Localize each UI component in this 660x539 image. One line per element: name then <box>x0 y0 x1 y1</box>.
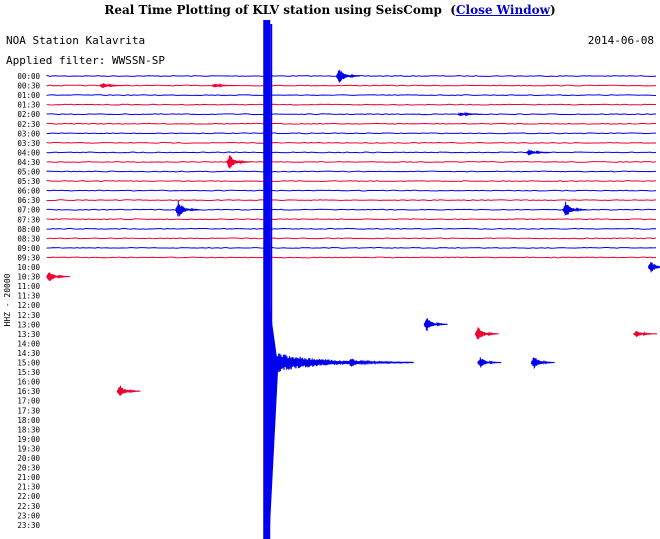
trace-line <box>46 237 657 240</box>
time-tick-label: 18:30 <box>17 425 40 434</box>
time-tick-label: 11:00 <box>17 282 40 291</box>
time-tick-label: 20:00 <box>17 454 40 463</box>
trace-line <box>46 132 657 135</box>
event-waveform <box>226 155 251 169</box>
time-tick-label: 22:30 <box>17 502 40 511</box>
event-waveform <box>647 262 660 273</box>
time-tick-label: 07:00 <box>17 206 40 215</box>
time-tick-label: 02:30 <box>17 120 40 129</box>
trace-line <box>46 151 657 154</box>
trace-line <box>46 227 657 230</box>
time-tick-label: 00:30 <box>17 82 40 91</box>
main-event-coda <box>269 352 414 375</box>
event-waveform <box>474 327 499 340</box>
trace-line <box>46 208 657 211</box>
open-paren: ( <box>450 3 456 17</box>
event-waveform <box>633 330 658 337</box>
close-paren: ) <box>549 3 556 17</box>
trace-line <box>46 199 657 202</box>
time-tick-label: 11:30 <box>17 292 40 301</box>
event-waveform <box>335 69 361 83</box>
time-tick-label: 15:30 <box>17 368 40 377</box>
trace-line <box>46 246 657 249</box>
trace-line <box>46 94 657 97</box>
time-tick-label: 20:30 <box>17 464 40 473</box>
time-tick-label: 03:30 <box>17 139 40 148</box>
page-header: Real Time Plotting of KLV station using … <box>0 3 660 17</box>
time-tick-label: 03:00 <box>17 129 40 138</box>
time-tick-label: 09:30 <box>17 253 40 262</box>
time-tick-label: 21:00 <box>17 473 40 482</box>
time-tick-label: 17:00 <box>17 397 40 406</box>
time-tick-label: 08:00 <box>17 225 40 234</box>
time-tick-label: 02:00 <box>17 110 40 119</box>
time-tick-label: 10:00 <box>17 263 40 272</box>
time-tick-label: 00:00 <box>17 72 40 81</box>
station-name: NOA Station Kalavrita <box>6 34 146 47</box>
trace-line <box>46 122 657 125</box>
time-tick-label: 05:00 <box>17 168 40 177</box>
time-tick-label: 23:00 <box>17 511 40 520</box>
time-tick-label: 09:00 <box>17 244 40 253</box>
trace-line <box>46 161 657 163</box>
event-waveform <box>562 201 587 216</box>
trace-line <box>46 103 657 106</box>
trace-line <box>46 218 657 221</box>
trace-line <box>46 256 657 259</box>
time-tick-label: 13:00 <box>17 320 40 329</box>
time-tick-label: 19:00 <box>17 435 40 444</box>
time-tick-label: 21:30 <box>17 483 40 492</box>
time-tick-label: 05:30 <box>17 177 40 186</box>
event-waveform <box>211 82 236 88</box>
trace-line <box>46 141 657 144</box>
main-event-band <box>263 20 271 539</box>
time-tick-label: 06:30 <box>17 196 40 205</box>
trace-line <box>46 113 657 116</box>
time-tick-label: 14:00 <box>17 339 40 348</box>
time-tick-label: 04:30 <box>17 158 40 167</box>
time-tick-label: 14:30 <box>17 349 40 358</box>
time-tick-label: 19:30 <box>17 444 40 453</box>
time-tick-label: 04:00 <box>17 148 40 157</box>
trace-line <box>46 84 657 87</box>
time-tick-label: 01:00 <box>17 91 40 100</box>
plot-date: 2014-06-08 <box>587 34 654 47</box>
event-waveform <box>530 357 555 369</box>
time-tick-label: 16:30 <box>17 387 40 396</box>
event-waveform <box>477 357 502 368</box>
time-tick-label: 12:30 <box>17 311 40 320</box>
event-waveform <box>99 82 124 89</box>
y-axis-label: HHZ - 20000 <box>3 273 12 326</box>
time-tick-label: 07:30 <box>17 215 40 224</box>
time-tick-label: 10:30 <box>17 273 40 282</box>
time-tick-label: 12:00 <box>17 301 40 310</box>
time-tick-label: 15:00 <box>17 359 40 368</box>
event-waveform <box>46 272 71 281</box>
time-tick-label: 08:30 <box>17 234 40 243</box>
time-tick-label: 06:00 <box>17 187 40 196</box>
time-tick-label: 22:00 <box>17 492 40 501</box>
event-waveform <box>116 385 141 396</box>
close-window-link[interactable]: Close Window <box>455 3 550 17</box>
applied-filter: Applied filter: WWSSN-SP <box>6 54 165 67</box>
event-waveform <box>175 200 200 217</box>
time-tick-label: 17:30 <box>17 406 40 415</box>
trace-line <box>46 180 657 182</box>
event-waveform <box>423 318 448 332</box>
trace-line <box>46 170 657 173</box>
trace-line <box>46 189 657 192</box>
event-waveform <box>457 111 482 117</box>
time-tick-label: 23:30 <box>17 521 40 530</box>
time-tick-label: 01:30 <box>17 101 40 110</box>
time-tick-label: 18:00 <box>17 416 40 425</box>
event-waveform <box>525 149 550 156</box>
page-title: Real Time Plotting of KLV station using … <box>104 3 442 17</box>
time-tick-label: 13:30 <box>17 330 40 339</box>
time-tick-label: 16:00 <box>17 378 40 387</box>
